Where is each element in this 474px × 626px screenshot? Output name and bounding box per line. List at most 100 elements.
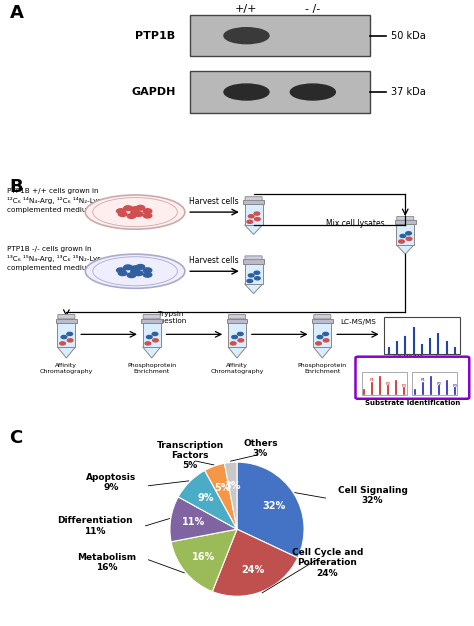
Circle shape (143, 213, 152, 218)
Polygon shape (313, 347, 331, 358)
Circle shape (232, 336, 237, 339)
Circle shape (316, 342, 321, 345)
Text: 24%: 24% (241, 565, 264, 575)
Circle shape (254, 271, 260, 274)
Circle shape (248, 215, 254, 218)
Text: 11%: 11% (182, 517, 206, 527)
Text: Affinity
Chromatography: Affinity Chromatography (210, 362, 264, 374)
Circle shape (127, 213, 136, 218)
Text: - /-: - /- (305, 4, 320, 14)
Text: PTP1B -/- cells grown in
¹³C₆ ¹⁵N₄-Arg, ¹³C₆ ¹⁵N₂-Lys
complemented medium: PTP1B -/- cells grown in ¹³C₆ ¹⁵N₄-Arg, … (7, 246, 101, 271)
Circle shape (118, 271, 127, 275)
Bar (190, 71, 370, 113)
Bar (412, 372, 457, 395)
FancyBboxPatch shape (143, 314, 160, 319)
FancyBboxPatch shape (228, 314, 246, 319)
Circle shape (230, 342, 236, 345)
Circle shape (135, 271, 143, 275)
Ellipse shape (85, 195, 185, 229)
Circle shape (124, 265, 132, 270)
Text: 5%: 5% (214, 483, 230, 493)
Circle shape (145, 342, 151, 345)
Text: 16%: 16% (192, 552, 215, 562)
Text: 9%: 9% (198, 493, 214, 503)
Circle shape (135, 212, 143, 217)
Polygon shape (228, 347, 246, 358)
Circle shape (247, 279, 253, 282)
Text: Affinity
Chromatography: Affinity Chromatography (40, 362, 93, 374)
Circle shape (67, 339, 73, 342)
Polygon shape (57, 347, 75, 358)
Circle shape (136, 205, 145, 210)
Circle shape (152, 332, 158, 336)
Text: Apoptosis
9%: Apoptosis 9% (86, 473, 137, 492)
Circle shape (146, 336, 152, 339)
Text: Differentiation
11%: Differentiation 11% (57, 516, 133, 535)
Circle shape (238, 339, 244, 342)
Circle shape (143, 272, 152, 277)
Bar (384, 317, 460, 354)
FancyBboxPatch shape (245, 197, 262, 200)
Circle shape (117, 268, 125, 273)
Wedge shape (205, 463, 237, 529)
Text: PTP1B: PTP1B (135, 31, 175, 41)
Wedge shape (178, 470, 237, 529)
Ellipse shape (290, 84, 336, 100)
Circle shape (255, 218, 260, 221)
Circle shape (60, 342, 65, 345)
Bar (313, 323, 331, 347)
Ellipse shape (224, 84, 269, 100)
Text: P2: P2 (437, 382, 441, 386)
Text: Cell Signaling
32%: Cell Signaling 32% (337, 486, 408, 505)
Wedge shape (170, 497, 237, 541)
Circle shape (136, 265, 145, 269)
Ellipse shape (224, 28, 269, 44)
FancyBboxPatch shape (314, 314, 331, 319)
Text: 50 kDa: 50 kDa (391, 31, 426, 41)
Text: LC-MS/MS analysis: LC-MS/MS analysis (394, 356, 449, 361)
Text: P3: P3 (402, 384, 407, 387)
Circle shape (143, 268, 152, 273)
FancyBboxPatch shape (245, 256, 262, 260)
Text: 37 kDa: 37 kDa (391, 87, 426, 97)
Circle shape (153, 339, 158, 342)
Bar (396, 224, 414, 245)
Polygon shape (396, 245, 414, 254)
Bar (190, 15, 370, 56)
Bar (57, 323, 75, 347)
Wedge shape (237, 462, 304, 558)
Circle shape (247, 220, 253, 223)
Circle shape (131, 207, 139, 212)
Text: Phosphoprotein
Enrichment: Phosphoprotein Enrichment (127, 362, 176, 374)
Text: Others
3%: Others 3% (243, 439, 278, 458)
Text: GAPDH: GAPDH (131, 87, 175, 97)
Bar (141, 319, 162, 323)
Text: B: B (9, 178, 23, 196)
Text: Harvest cells: Harvest cells (190, 197, 239, 207)
Text: +/+: +/+ (235, 4, 258, 14)
Bar (395, 220, 416, 224)
Circle shape (400, 234, 406, 237)
Text: Mix cell lysates: Mix cell lysates (326, 219, 385, 228)
Bar (312, 319, 333, 323)
Text: A: A (9, 4, 23, 22)
Text: Substrate Identification: Substrate Identification (365, 399, 460, 406)
Circle shape (131, 266, 139, 270)
Text: Trypsin
digestion: Trypsin digestion (154, 311, 187, 324)
Text: P1: P1 (370, 378, 374, 382)
Bar (245, 264, 263, 284)
Text: P3: P3 (453, 384, 457, 387)
Circle shape (124, 206, 132, 210)
Bar (143, 323, 161, 347)
FancyBboxPatch shape (356, 357, 469, 399)
Bar (245, 204, 263, 225)
Text: Phosphoprotein
Enrichment: Phosphoprotein Enrichment (298, 362, 347, 374)
Circle shape (317, 336, 323, 339)
Polygon shape (245, 225, 263, 235)
Circle shape (127, 273, 136, 277)
Text: Transcription
Factors
5%: Transcription Factors 5% (156, 441, 224, 470)
Circle shape (255, 277, 260, 280)
Circle shape (237, 332, 243, 336)
Text: Cell Cycle and
Poliferation
24%: Cell Cycle and Poliferation 24% (292, 548, 363, 578)
Bar (362, 372, 407, 395)
